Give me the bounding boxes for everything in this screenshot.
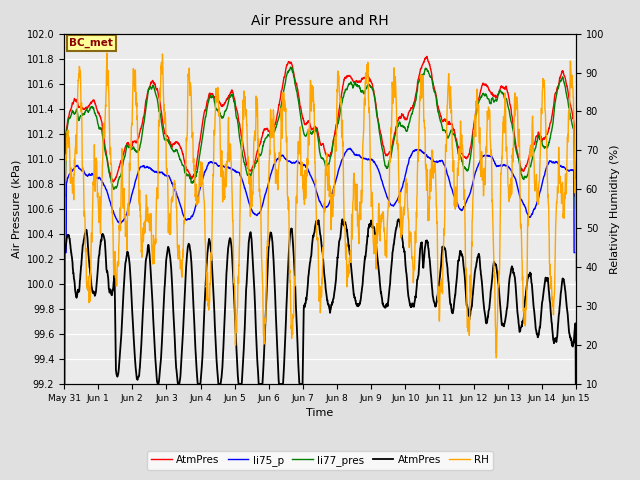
Y-axis label: Air Pressure (kPa): Air Pressure (kPa) <box>11 160 21 258</box>
li77_pres <box>287 64 294 70</box>
AtmPres <box>335 247 342 252</box>
RH <box>572 277 580 283</box>
RH <box>468 205 476 211</box>
AtmPres <box>203 261 211 266</box>
AtmPres <box>541 134 549 140</box>
RH <box>103 50 111 56</box>
li77_pres <box>527 162 535 168</box>
li75_p <box>346 145 354 151</box>
RH <box>335 73 342 79</box>
AtmPres <box>395 216 403 222</box>
AtmPres <box>468 131 476 136</box>
AtmPres <box>527 275 535 280</box>
Y-axis label: Relativity Humidity (%): Relativity Humidity (%) <box>610 144 620 274</box>
AtmPres <box>346 249 353 255</box>
li75_p <box>203 165 211 171</box>
AtmPres <box>527 144 535 150</box>
AtmPres <box>60 193 68 199</box>
RH <box>541 110 549 116</box>
Line: li77_pres: li77_pres <box>64 67 576 209</box>
RH <box>527 150 535 156</box>
li77_pres <box>572 206 580 212</box>
AtmPres <box>572 381 580 387</box>
AtmPres <box>572 193 580 199</box>
li75_p <box>541 169 549 175</box>
Line: AtmPres: AtmPres <box>64 219 576 384</box>
li75_p <box>527 213 535 219</box>
li75_p <box>335 168 342 173</box>
RH <box>203 276 211 282</box>
li75_p <box>572 250 580 255</box>
Legend: AtmPres, li75_p, li77_pres, AtmPres, RH: AtmPres, li75_p, li77_pres, AtmPres, RH <box>147 451 493 470</box>
li77_pres <box>468 138 476 144</box>
li77_pres <box>60 206 68 212</box>
li75_p <box>60 250 68 255</box>
Line: li75_p: li75_p <box>64 148 576 252</box>
Line: RH: RH <box>64 53 576 358</box>
AtmPres <box>423 53 431 59</box>
AtmPres <box>203 100 211 106</box>
li77_pres <box>346 81 354 87</box>
RH <box>492 355 500 360</box>
li77_pres <box>203 108 211 113</box>
li77_pres <box>541 144 549 150</box>
li75_p <box>468 181 476 187</box>
AtmPres <box>335 112 342 118</box>
Text: BC_met: BC_met <box>69 38 113 48</box>
AtmPres <box>468 293 476 299</box>
li77_pres <box>335 118 342 124</box>
AtmPres <box>60 381 68 387</box>
Line: AtmPres: AtmPres <box>64 56 576 196</box>
AtmPres <box>346 73 353 79</box>
li75_p <box>346 146 353 152</box>
RH <box>346 254 354 260</box>
X-axis label: Time: Time <box>307 408 333 418</box>
Title: Air Pressure and RH: Air Pressure and RH <box>251 14 389 28</box>
AtmPres <box>541 277 549 283</box>
RH <box>60 288 68 294</box>
